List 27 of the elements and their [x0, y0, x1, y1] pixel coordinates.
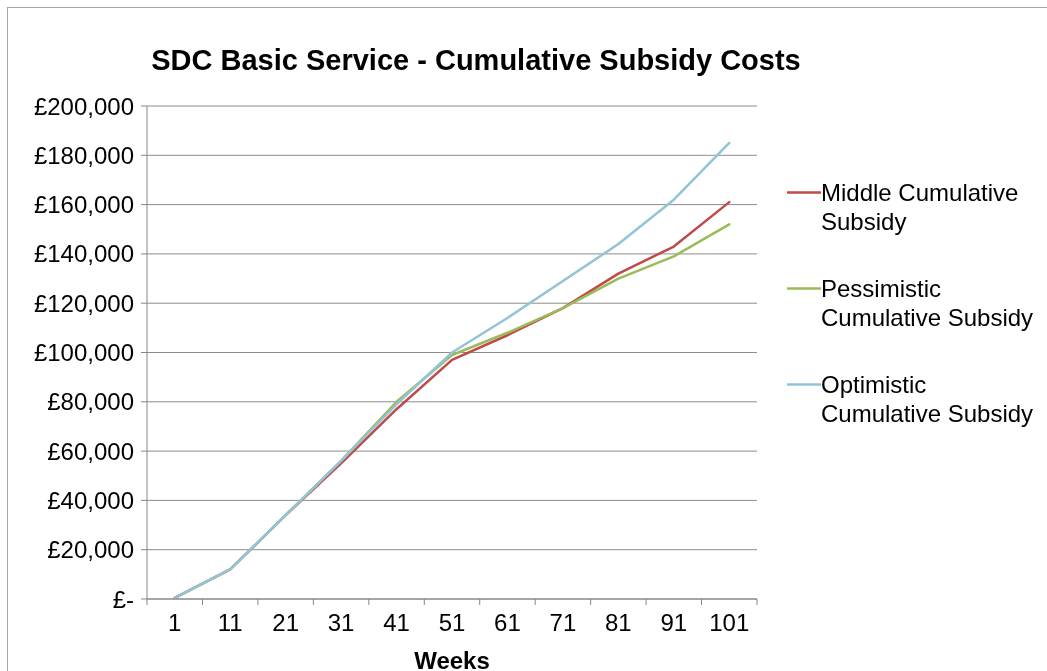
chart-title: SDC Basic Service - Cumulative Subsidy Costs [150, 43, 802, 77]
y-tick-label: £60,000 [47, 437, 134, 465]
y-tick-label: £100,000 [33, 339, 134, 367]
y-tick-label: £200,000 [33, 92, 134, 120]
x-tick-label: 61 [494, 609, 521, 637]
x-tick-label: 71 [549, 609, 577, 637]
x-tick-label: 31 [327, 609, 355, 637]
x-axis-title: Weeks [414, 647, 490, 671]
y-tick-label: £- [112, 585, 134, 613]
y-tick-label: £180,000 [33, 141, 134, 169]
x-tick-label: 81 [605, 609, 632, 637]
legend-label: Pessimistic Cumulative Subsidy [821, 274, 1035, 332]
y-tick-label: £20,000 [47, 536, 134, 564]
y-tick-label: £40,000 [47, 486, 134, 514]
legend-label: Optimistic Cumulative Subsidy [821, 370, 1035, 428]
y-tick-label: £160,000 [33, 191, 134, 219]
x-tick-label: 11 [217, 609, 243, 637]
x-tick-label: 1 [168, 609, 182, 637]
x-tick-label: 51 [438, 609, 466, 637]
x-tick-label: 21 [272, 609, 299, 637]
y-tick-label: £120,000 [33, 289, 134, 317]
x-tick-label: 91 [660, 609, 688, 637]
x-tick-label: 101 [709, 609, 750, 637]
legend-label: Middle Cumulative Subsidy [821, 178, 1020, 236]
x-tick-label: 41 [383, 609, 410, 637]
y-tick-label: £80,000 [47, 388, 134, 416]
y-tick-label: £140,000 [33, 240, 134, 268]
